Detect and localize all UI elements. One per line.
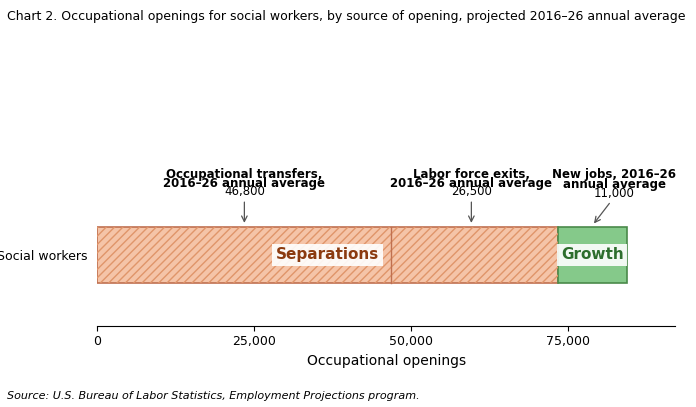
Text: 26,500: 26,500 <box>451 185 492 198</box>
Bar <box>97 227 557 283</box>
Text: 2016–26 annual average: 2016–26 annual average <box>164 177 325 190</box>
Text: 2016–26 annual average: 2016–26 annual average <box>390 177 553 190</box>
Text: Growth: Growth <box>561 247 624 263</box>
Bar <box>557 227 627 283</box>
X-axis label: Occupational openings: Occupational openings <box>307 354 466 368</box>
Text: 46,800: 46,800 <box>224 185 264 198</box>
Text: Chart 2. Occupational openings for social workers, by source of opening, project: Chart 2. Occupational openings for socia… <box>7 10 686 23</box>
Bar <box>97 227 557 283</box>
Text: Source: U.S. Bureau of Labor Statistics, Employment Projections program.: Source: U.S. Bureau of Labor Statistics,… <box>7 391 420 401</box>
Text: Labor force exits,: Labor force exits, <box>413 168 530 182</box>
Text: Occupational transfers,: Occupational transfers, <box>166 168 322 182</box>
Text: 11,000: 11,000 <box>594 187 635 200</box>
Text: annual average: annual average <box>562 178 665 191</box>
Text: Separations: Separations <box>276 247 379 263</box>
Text: New jobs, 2016–26: New jobs, 2016–26 <box>552 168 677 182</box>
